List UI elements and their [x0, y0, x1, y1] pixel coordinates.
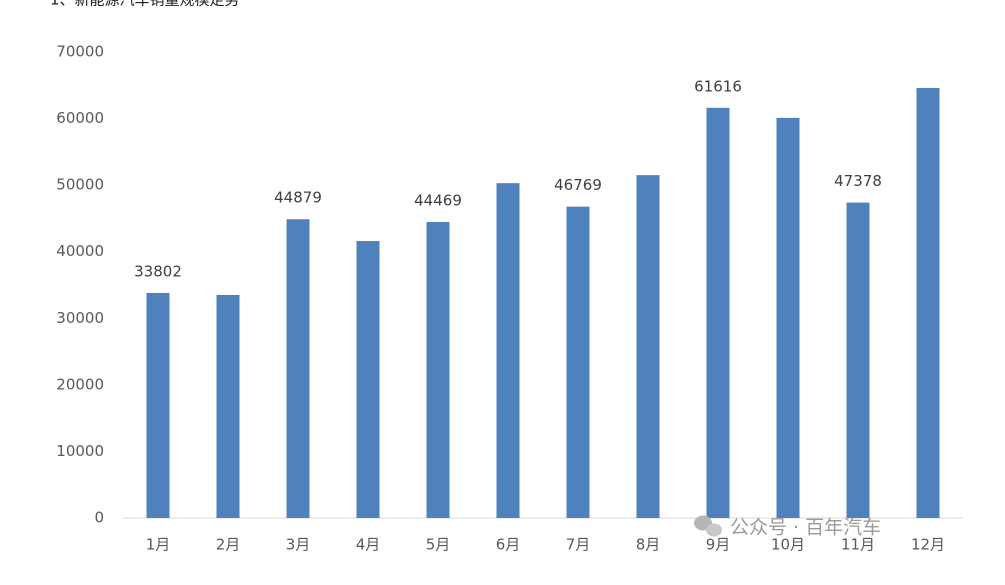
y-tick-label: 70000	[56, 43, 104, 61]
data-label: 47378	[834, 172, 882, 190]
x-tick-label: 3月	[286, 536, 311, 554]
data-label: 46769	[554, 176, 602, 194]
data-label: 44879	[274, 189, 322, 207]
x-tick-label: 9月	[706, 536, 731, 554]
bar	[286, 219, 310, 519]
x-tick-label: 1月	[146, 536, 171, 554]
bar	[916, 87, 940, 518]
bar	[496, 183, 520, 518]
y-tick-label: 60000	[56, 109, 104, 127]
bar	[636, 175, 660, 518]
bar	[146, 292, 170, 518]
x-tick-label: 10月	[771, 536, 805, 554]
y-tick-label: 30000	[56, 309, 104, 327]
data-label: 44469	[414, 191, 462, 209]
bar	[356, 241, 380, 518]
bar	[776, 117, 800, 519]
x-tick-label: 5月	[426, 536, 451, 554]
y-tick-label: 40000	[56, 242, 104, 260]
data-label: 61616	[694, 77, 742, 95]
bar	[706, 107, 730, 519]
x-tick-label: 7月	[566, 536, 591, 554]
x-tick-label: 6月	[496, 536, 521, 554]
y-tick-label: 50000	[56, 176, 104, 194]
bar	[426, 221, 450, 519]
watermark: 公众号 · 百年汽车	[730, 517, 881, 539]
watermark-icon	[694, 515, 722, 537]
bar	[566, 206, 590, 518]
x-tick-label: 4月	[356, 536, 381, 554]
data-label: 33802	[134, 262, 182, 280]
y-tick-label: 0	[94, 509, 104, 527]
y-tick-label: 10000	[56, 442, 104, 460]
y-tick-label: 20000	[56, 375, 104, 393]
x-tick-label: 12月	[911, 536, 945, 554]
bar	[846, 202, 870, 518]
chart-title: 1、新能源汽车销量规模走势	[50, 0, 240, 9]
x-tick-label: 11月	[841, 536, 875, 554]
bar	[216, 294, 240, 518]
x-tick-label: 8月	[636, 536, 661, 554]
x-tick-label: 2月	[216, 536, 241, 554]
